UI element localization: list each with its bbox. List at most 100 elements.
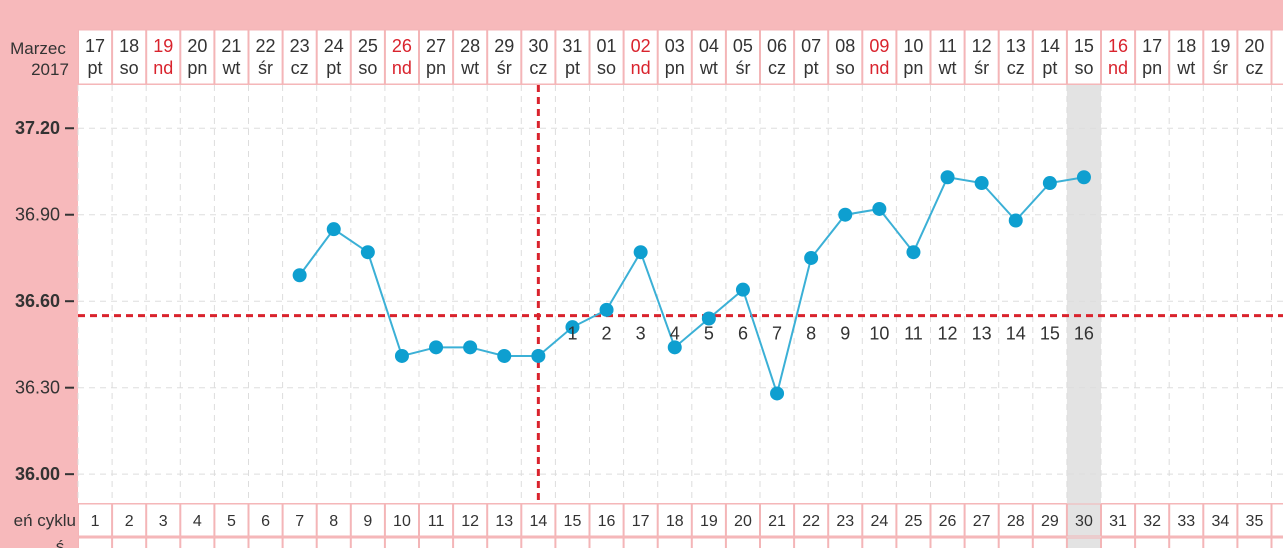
temperature-point[interactable] (838, 207, 853, 222)
cycle-day-cell[interactable] (725, 503, 761, 537)
temperature-point[interactable] (701, 311, 716, 326)
cycle-day-cell[interactable] (828, 503, 863, 537)
temperature-point[interactable] (770, 386, 785, 401)
date-header-cell[interactable] (555, 29, 590, 85)
cycle-day-cell[interactable] (1066, 503, 1102, 537)
date-weekday: śr (735, 58, 750, 78)
cycle-day-cell[interactable] (896, 503, 931, 537)
date-header-cell[interactable] (1237, 29, 1272, 85)
cycle-day-cell[interactable] (657, 503, 692, 537)
cycle-day-cell[interactable] (1271, 503, 1283, 537)
cycle-day-cell[interactable] (350, 503, 385, 537)
date-header-cell[interactable] (78, 29, 113, 85)
date-header-cell[interactable] (453, 29, 488, 85)
temperature-point[interactable] (804, 250, 819, 265)
date-header-cell[interactable] (419, 29, 454, 85)
date-header-cell[interactable] (725, 29, 761, 85)
cycle-day-cell[interactable] (1135, 503, 1170, 537)
date-header-cell[interactable] (828, 29, 863, 85)
date-header-cell[interactable] (896, 29, 931, 85)
temperature-point[interactable] (667, 340, 682, 355)
date-header-cell[interactable] (214, 29, 249, 85)
date-header-cell[interactable] (112, 29, 147, 85)
date-header-cell[interactable] (146, 29, 181, 85)
date-header-cell[interactable] (384, 29, 419, 85)
cycle-day-cell[interactable] (214, 503, 249, 537)
cycle-day-cell[interactable] (453, 503, 488, 537)
date-header-cell[interactable] (1066, 29, 1102, 85)
temperature-point[interactable] (1008, 213, 1023, 228)
cycle-day-cell[interactable] (1237, 503, 1272, 537)
temperature-point[interactable] (735, 282, 750, 297)
temperature-point[interactable] (531, 348, 546, 363)
date-header-cell[interactable] (180, 29, 215, 85)
date-header-cell[interactable] (691, 29, 726, 85)
date-day-number: 14 (1040, 36, 1060, 56)
date-header-cell[interactable] (487, 29, 522, 85)
date-header-cell[interactable] (623, 29, 658, 85)
temperature-point[interactable] (872, 201, 887, 216)
date-header-cell[interactable] (930, 29, 965, 85)
date-header-cell[interactable] (316, 29, 351, 85)
cycle-day-cell[interactable] (282, 503, 317, 537)
date-header-cell[interactable] (964, 29, 999, 85)
cycle-day-number: 26 (939, 513, 957, 530)
cycle-day-cell[interactable] (180, 503, 215, 537)
cycle-day-cell[interactable] (521, 503, 556, 537)
cycle-day-cell[interactable] (112, 503, 147, 537)
cycle-day-cell[interactable] (998, 503, 1033, 537)
cycle-day-cell[interactable] (1101, 503, 1136, 537)
temperature-point[interactable] (463, 340, 478, 355)
temperature-point[interactable] (292, 268, 307, 283)
temperature-point[interactable] (326, 222, 341, 237)
date-header-cell[interactable] (521, 29, 556, 85)
temperature-point[interactable] (497, 348, 512, 363)
cycle-day-cell[interactable] (555, 503, 590, 537)
date-header-cell[interactable] (1169, 29, 1204, 85)
temperature-point[interactable] (360, 245, 375, 260)
date-header-cell[interactable] (794, 29, 829, 85)
temperature-point[interactable] (906, 245, 921, 260)
temperature-point[interactable] (394, 348, 409, 363)
cycle-day-cell[interactable] (1203, 503, 1238, 537)
date-header-cell[interactable] (248, 29, 283, 85)
cycle-day-cell[interactable] (930, 503, 965, 537)
cycle-day-cell[interactable] (487, 503, 522, 537)
temperature-point[interactable] (940, 170, 955, 185)
cycle-day-cell[interactable] (146, 503, 181, 537)
date-header-cell[interactable] (862, 29, 897, 85)
cycle-day-cell[interactable] (1169, 503, 1204, 537)
temperature-point[interactable] (565, 320, 580, 335)
cycle-day-cell[interactable] (419, 503, 454, 537)
temperature-point[interactable] (599, 302, 614, 317)
cycle-day-cell[interactable] (691, 503, 726, 537)
date-header-cell[interactable] (1135, 29, 1170, 85)
cycle-day-cell[interactable] (794, 503, 829, 537)
cycle-day-cell[interactable] (862, 503, 897, 537)
cycle-day-cell[interactable] (316, 503, 351, 537)
date-weekday: śr (974, 58, 989, 78)
date-header-cell[interactable] (589, 29, 624, 85)
cycle-day-cell[interactable] (760, 503, 795, 537)
date-header-cell[interactable] (1271, 29, 1283, 85)
cycle-day-cell[interactable] (964, 503, 999, 537)
cycle-day-cell[interactable] (384, 503, 419, 537)
cycle-day-cell[interactable] (623, 503, 658, 537)
cycle-day-cell[interactable] (589, 503, 624, 537)
temperature-point[interactable] (1042, 176, 1057, 191)
cycle-day-cell[interactable] (1032, 503, 1067, 537)
cycle-day-cell[interactable] (78, 503, 113, 537)
temperature-point[interactable] (633, 245, 648, 260)
temperature-point[interactable] (974, 176, 989, 191)
cycle-day-cell[interactable] (248, 503, 283, 537)
date-header-cell[interactable] (998, 29, 1033, 85)
temperature-point[interactable] (429, 340, 444, 355)
date-header-cell[interactable] (1203, 29, 1238, 85)
temperature-point[interactable] (1076, 170, 1091, 185)
date-header-cell[interactable] (657, 29, 692, 85)
date-header-cell[interactable] (282, 29, 317, 85)
date-header-cell[interactable] (1032, 29, 1067, 85)
date-header-cell[interactable] (350, 29, 385, 85)
date-header-cell[interactable] (760, 29, 795, 85)
date-header-cell[interactable] (1101, 29, 1136, 85)
